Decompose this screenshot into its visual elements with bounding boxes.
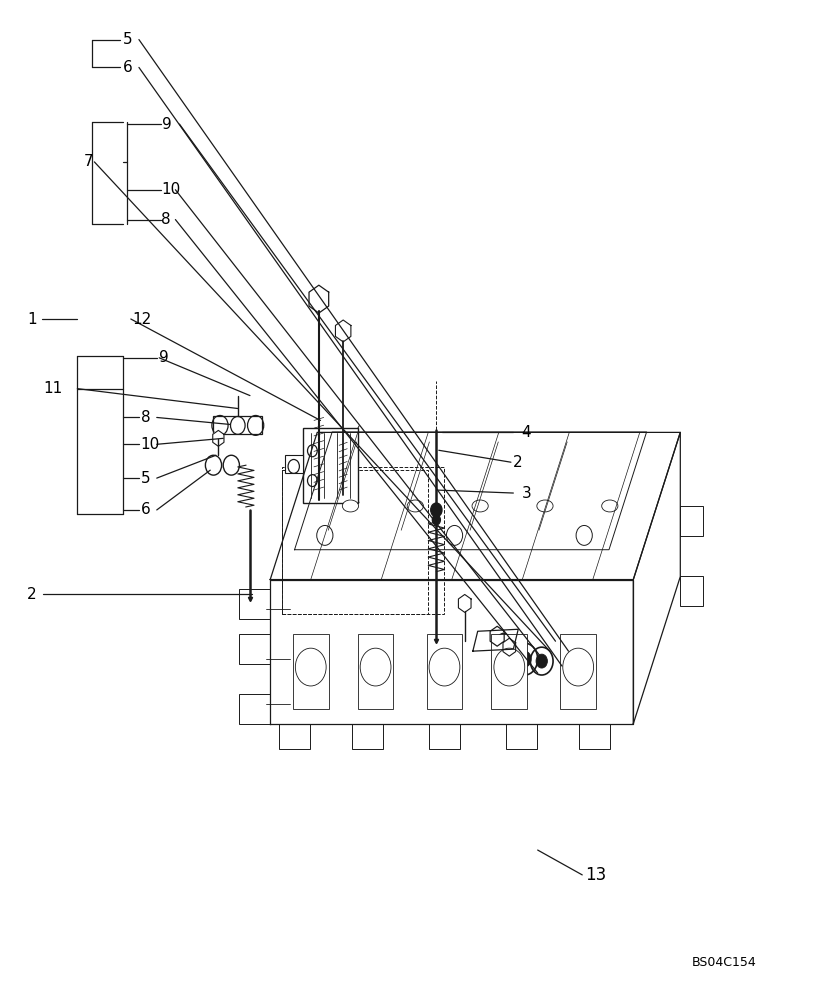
Text: 13: 13 — [585, 866, 606, 884]
Circle shape — [432, 515, 441, 525]
Text: BS04C154: BS04C154 — [692, 956, 756, 969]
Text: 11: 11 — [43, 381, 63, 396]
Bar — [239, 694, 270, 724]
Text: 9: 9 — [162, 117, 172, 132]
Text: 5: 5 — [140, 471, 150, 486]
Bar — [214, 416, 262, 434]
Polygon shape — [459, 594, 471, 612]
Ellipse shape — [407, 500, 424, 512]
Bar — [357, 634, 393, 709]
Text: 4: 4 — [521, 425, 531, 440]
Polygon shape — [503, 638, 516, 656]
Text: 8: 8 — [140, 410, 150, 425]
Polygon shape — [335, 320, 351, 342]
Ellipse shape — [537, 500, 553, 512]
Bar — [303, 428, 357, 503]
Bar — [681, 506, 703, 536]
Bar — [579, 724, 610, 749]
Text: 2: 2 — [513, 455, 523, 470]
Ellipse shape — [472, 500, 488, 512]
Circle shape — [518, 651, 531, 667]
Text: 8: 8 — [161, 212, 171, 227]
Bar — [681, 576, 703, 606]
Text: 10: 10 — [140, 437, 160, 452]
Bar — [285, 455, 303, 473]
Text: 6: 6 — [140, 502, 150, 517]
Circle shape — [431, 503, 442, 517]
Bar — [429, 724, 460, 749]
Polygon shape — [309, 285, 329, 313]
Text: 1: 1 — [27, 312, 37, 327]
Bar — [282, 467, 445, 614]
Bar — [239, 589, 270, 619]
Bar — [506, 724, 537, 749]
Polygon shape — [490, 626, 504, 646]
Bar — [561, 634, 596, 709]
Text: 9: 9 — [159, 350, 169, 365]
Text: 5: 5 — [122, 32, 132, 47]
Bar — [427, 634, 463, 709]
Polygon shape — [213, 430, 224, 446]
Bar — [293, 634, 329, 709]
Bar — [239, 634, 270, 664]
Ellipse shape — [343, 500, 358, 512]
Text: 3: 3 — [521, 486, 531, 501]
Text: 2: 2 — [27, 587, 37, 602]
Bar — [282, 470, 428, 614]
Text: 6: 6 — [122, 60, 132, 75]
Circle shape — [536, 654, 548, 668]
Text: 7: 7 — [84, 154, 94, 169]
Bar — [352, 724, 383, 749]
Bar — [279, 724, 310, 749]
Text: 10: 10 — [161, 182, 180, 197]
Bar — [491, 634, 527, 709]
Ellipse shape — [601, 500, 618, 512]
Text: 12: 12 — [132, 312, 152, 327]
Polygon shape — [472, 629, 518, 651]
